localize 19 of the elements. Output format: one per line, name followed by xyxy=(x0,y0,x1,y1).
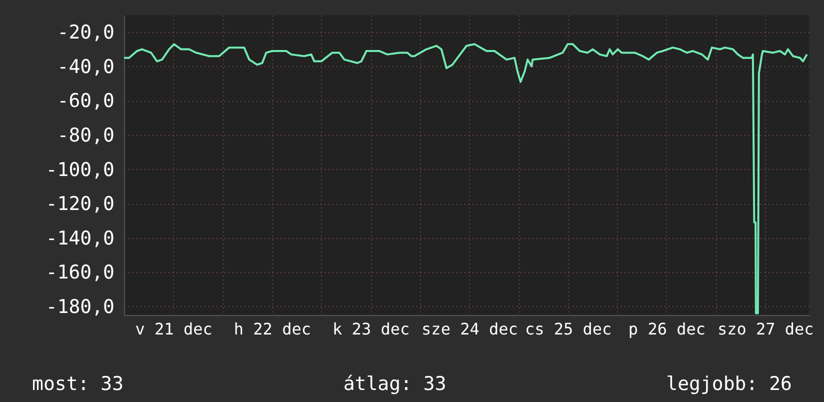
x-tick-label: cs 25 dec xyxy=(524,320,612,338)
text: most: 33 xyxy=(32,373,124,395)
y-tick-label: -40,0 xyxy=(57,56,114,78)
text: legjobb: 26 xyxy=(666,373,792,395)
y-tick-label: -160,0 xyxy=(46,262,114,284)
y-tick-label: -180,0 xyxy=(46,296,114,318)
y-tick-label: -140,0 xyxy=(46,227,114,250)
x-tick-label: p 26 dec xyxy=(628,320,706,338)
x-tick-label: szo 27 dec xyxy=(717,320,814,338)
x-tick-label: k 23 dec xyxy=(332,320,410,338)
y-tick-label: -80,0 xyxy=(57,124,114,146)
y-tick-label: -60,0 xyxy=(57,90,114,112)
y-tick-label: -120,0 xyxy=(46,193,114,216)
y-tick-label: -100,0 xyxy=(46,158,114,181)
text: átlag: 33 xyxy=(343,373,446,395)
x-tick-label: h 22 dec xyxy=(234,320,311,338)
x-tick-label: sze 24 dec xyxy=(422,320,518,338)
y-tick-label: -20,0 xyxy=(57,22,114,44)
x-tick-label: v 21 dec xyxy=(135,320,212,338)
